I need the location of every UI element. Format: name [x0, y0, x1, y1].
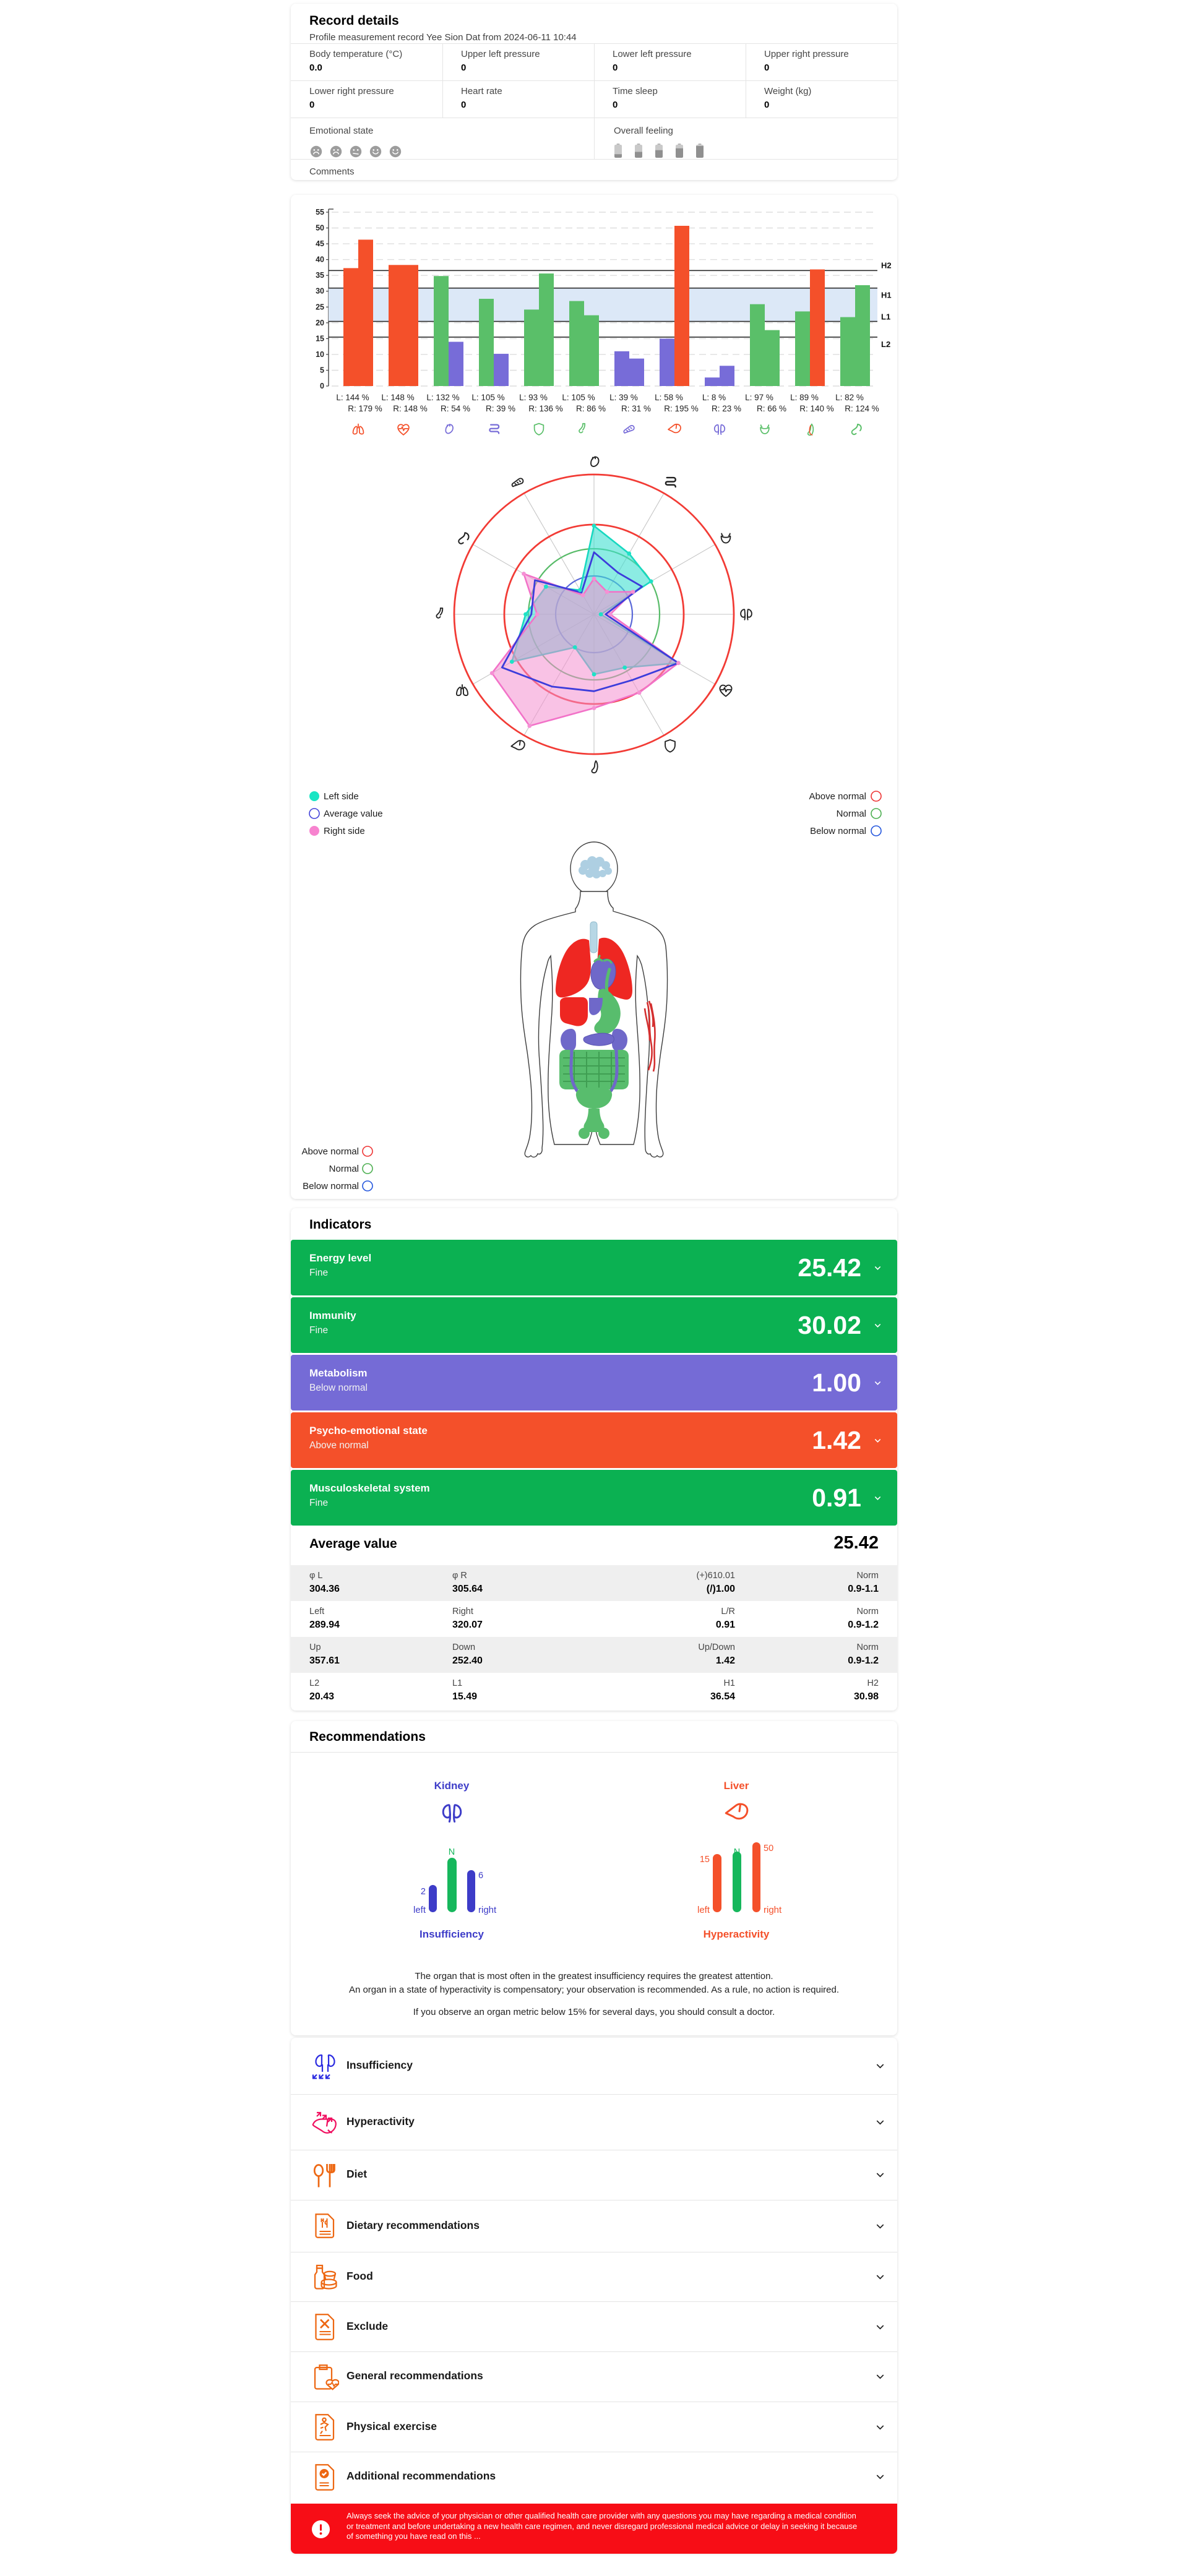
svg-text:R: 86 %: R: 86 % [576, 404, 606, 413]
svg-text:35: 35 [316, 271, 324, 280]
svg-text:L: 97 %: L: 97 % [745, 393, 773, 402]
svg-text:Hyperactivity: Hyperactivity [704, 1928, 770, 1940]
svg-text:R: 124 %: R: 124 % [845, 404, 879, 413]
svg-text:45: 45 [316, 239, 324, 248]
svg-text:5: 5 [320, 366, 324, 375]
svg-text:Liver: Liver [724, 1780, 749, 1792]
svg-text:R: 31 %: R: 31 % [621, 404, 651, 413]
svg-text:40: 40 [316, 255, 324, 264]
svg-text:left: left [413, 1905, 426, 1915]
svg-text:N: N [449, 1847, 455, 1857]
svg-text:L2: L2 [881, 340, 890, 349]
svg-text:Normal: Normal [329, 1164, 359, 1174]
svg-text:15: 15 [316, 334, 324, 343]
svg-text:R: 39 %: R: 39 % [486, 404, 515, 413]
svg-text:L: 8 %: L: 8 % [702, 393, 726, 402]
svg-text:Kidney: Kidney [434, 1780, 470, 1792]
svg-text:L: 105 %: L: 105 % [562, 393, 595, 402]
svg-text:H2: H2 [881, 260, 892, 270]
svg-text:Above normal: Above normal [809, 791, 866, 802]
svg-text:Below normal: Below normal [810, 826, 866, 836]
svg-text:L: 58 %: L: 58 % [655, 393, 683, 402]
svg-text:6: 6 [478, 1871, 483, 1881]
svg-text:2: 2 [421, 1887, 426, 1897]
svg-text:55: 55 [316, 208, 324, 217]
svg-text:Normal: Normal [837, 809, 866, 819]
svg-text:50: 50 [316, 224, 324, 233]
svg-text:L: 82 %: L: 82 % [835, 393, 864, 402]
svg-text:10: 10 [316, 350, 324, 359]
svg-text:L1: L1 [881, 312, 890, 322]
svg-text:50: 50 [764, 1844, 773, 1853]
svg-text:R: 148 %: R: 148 % [393, 404, 428, 413]
svg-text:20: 20 [316, 319, 324, 327]
svg-text:Above normal: Above normal [301, 1146, 359, 1157]
svg-text:L: 132 %: L: 132 % [426, 393, 459, 402]
svg-text:R: 179 %: R: 179 % [348, 404, 382, 413]
svg-text:left: left [697, 1905, 710, 1915]
svg-text:R: 140 %: R: 140 % [799, 404, 834, 413]
svg-text:H1: H1 [881, 291, 892, 300]
svg-text:15: 15 [700, 1855, 710, 1865]
svg-text:L: 144 %: L: 144 % [336, 393, 369, 402]
svg-text:R: 54 %: R: 54 % [441, 404, 470, 413]
svg-text:Right side: Right side [324, 826, 365, 836]
svg-text:0: 0 [320, 382, 324, 390]
svg-text:Insufficiency: Insufficiency [420, 1928, 484, 1940]
svg-text:L: 89 %: L: 89 % [790, 393, 819, 402]
svg-text:L: 105 %: L: 105 % [471, 393, 504, 402]
svg-text:R: 23 %: R: 23 % [712, 404, 741, 413]
svg-text:right: right [478, 1905, 497, 1915]
svg-text:L: 39 %: L: 39 % [609, 393, 638, 402]
svg-text:Left side: Left side [324, 791, 359, 802]
svg-text:30: 30 [316, 287, 324, 296]
svg-text:N: N [734, 1847, 740, 1857]
svg-text:L: 93 %: L: 93 % [519, 393, 548, 402]
svg-text:R: 66 %: R: 66 % [757, 404, 786, 413]
svg-text:right: right [764, 1905, 782, 1915]
svg-text:25: 25 [316, 303, 324, 311]
svg-text:R: 136 %: R: 136 % [528, 404, 563, 413]
svg-text:R: 195 %: R: 195 % [664, 404, 699, 413]
svg-text:Below normal: Below normal [303, 1181, 359, 1191]
svg-text:L: 148 %: L: 148 % [381, 393, 414, 402]
svg-text:Average value: Average value [324, 809, 383, 819]
